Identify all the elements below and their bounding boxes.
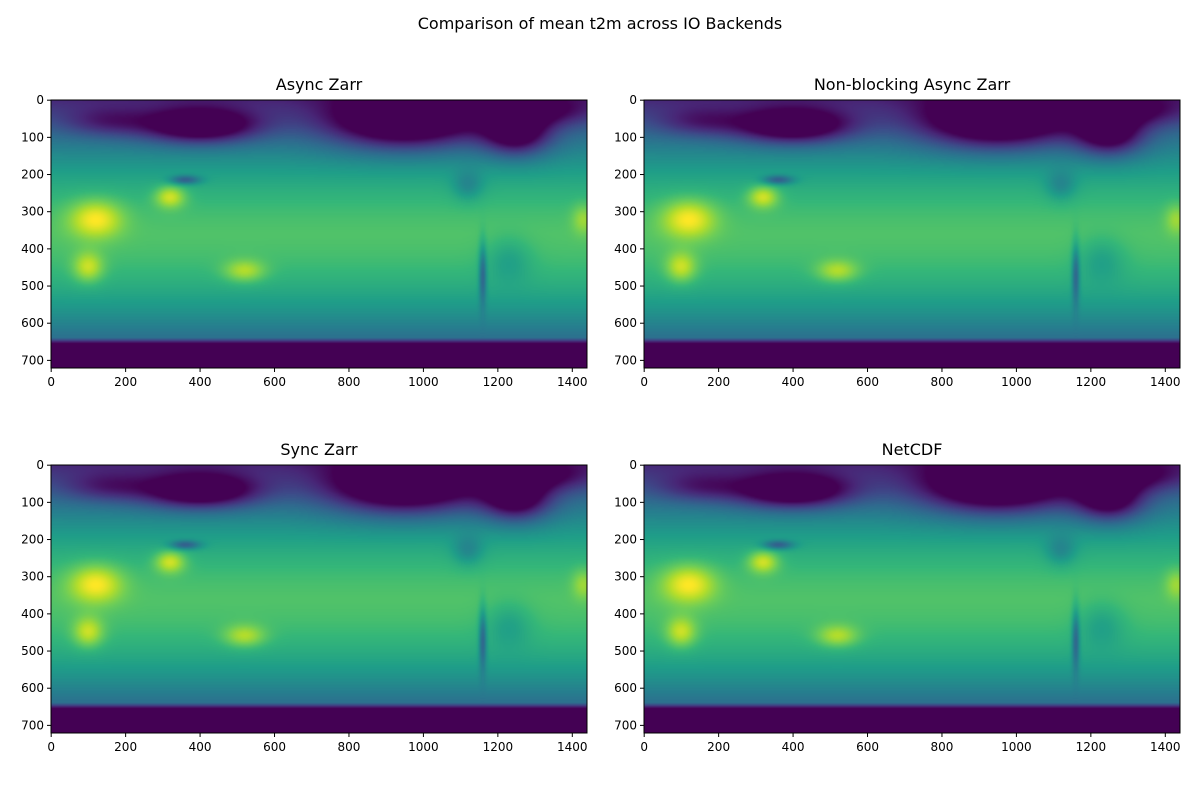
y-tick-label: 0 xyxy=(629,458,637,472)
y-tick-label: 600 xyxy=(21,316,44,330)
y-tick-label: 0 xyxy=(36,458,44,472)
y-tick-label: 200 xyxy=(614,168,637,182)
x-tick-label: 600 xyxy=(856,375,879,389)
x-tick-label: 0 xyxy=(640,375,648,389)
y-tick-label: 400 xyxy=(614,242,637,256)
x-tick-label: 400 xyxy=(782,375,805,389)
x-tick-label: 200 xyxy=(707,740,730,754)
y-tick-label: 300 xyxy=(21,205,44,219)
x-tick-label: 400 xyxy=(189,375,212,389)
x-tick-label: 800 xyxy=(931,740,954,754)
x-tick-label: 1400 xyxy=(1150,740,1181,754)
x-tick-label: 1400 xyxy=(557,375,588,389)
y-tick-label: 500 xyxy=(614,279,637,293)
x-tick-label: 400 xyxy=(782,740,805,754)
x-tick-label: 400 xyxy=(189,740,212,754)
y-tick-label: 300 xyxy=(614,570,637,584)
x-tick-label: 0 xyxy=(47,740,55,754)
y-tick-label: 500 xyxy=(21,644,44,658)
y-tick-label: 100 xyxy=(614,495,637,509)
x-tick-label: 1000 xyxy=(1001,375,1032,389)
y-tick-label: 700 xyxy=(21,353,44,367)
x-tick-label: 800 xyxy=(338,375,361,389)
x-tick-label: 800 xyxy=(338,740,361,754)
axes-frame xyxy=(50,99,588,369)
y-tick-label: 400 xyxy=(21,607,44,621)
x-tick-label: 1200 xyxy=(483,740,514,754)
y-tick-label: 600 xyxy=(21,681,44,695)
y-tick-label: 200 xyxy=(21,168,44,182)
y-tick-label: 400 xyxy=(614,607,637,621)
axes: 0 200 400 600 800 1000 1200 1400 0 100 200 300 400 50… xyxy=(21,458,588,754)
x-tick-label: 200 xyxy=(114,740,137,754)
x-tick-label: 0 xyxy=(640,740,648,754)
y-tick-label: 600 xyxy=(614,681,637,695)
axes-frame xyxy=(643,464,1181,734)
y-tick-label: 700 xyxy=(614,718,637,732)
axes-frame xyxy=(50,464,588,734)
y-tick-label: 700 xyxy=(614,353,637,367)
axes-frame xyxy=(643,99,1181,369)
y-tick-label: 500 xyxy=(21,279,44,293)
y-tick-label: 300 xyxy=(614,205,637,219)
panel-title: NetCDF xyxy=(881,440,943,459)
x-tick-label: 200 xyxy=(707,375,730,389)
x-tick-label: 1200 xyxy=(1076,375,1107,389)
x-tick-label: 1000 xyxy=(408,375,439,389)
heatmap-image xyxy=(51,465,587,733)
x-tick-label: 1200 xyxy=(483,375,514,389)
y-tick-label: 100 xyxy=(21,130,44,144)
y-tick-label: 600 xyxy=(614,316,637,330)
x-tick-label: 1200 xyxy=(1076,740,1107,754)
y-tick-label: 0 xyxy=(36,93,44,107)
axes: 0 200 400 600 800 1000 1200 1400 0 100 200 300 400 50… xyxy=(614,458,1181,754)
axes: 0 200 400 600 800 1000 1200 1400 0 100 200 300 400 50… xyxy=(21,93,588,389)
x-tick-label: 200 xyxy=(114,375,137,389)
heatmap-image xyxy=(644,465,1180,733)
x-tick-label: 1400 xyxy=(1150,375,1181,389)
x-tick-label: 1000 xyxy=(408,740,439,754)
panel-title: Async Zarr xyxy=(275,75,363,94)
x-tick-label: 600 xyxy=(856,740,879,754)
panel-title: Non-blocking Async Zarr xyxy=(813,75,1011,94)
y-tick-label: 200 xyxy=(21,533,44,547)
panel-title: Sync Zarr xyxy=(280,440,358,459)
y-tick-label: 300 xyxy=(21,570,44,584)
figure-title: Comparison of mean t2m across IO Backend… xyxy=(417,14,783,33)
y-tick-label: 0 xyxy=(629,93,637,107)
x-tick-label: 800 xyxy=(931,375,954,389)
x-tick-label: 1400 xyxy=(557,740,588,754)
y-tick-label: 400 xyxy=(21,242,44,256)
heatmap-image xyxy=(51,100,587,368)
y-tick-label: 200 xyxy=(614,533,637,547)
y-tick-label: 700 xyxy=(21,718,44,732)
y-tick-label: 500 xyxy=(614,644,637,658)
x-tick-label: 600 xyxy=(263,740,286,754)
x-tick-label: 0 xyxy=(47,375,55,389)
axes: 0 200 400 600 800 1000 1200 1400 0 100 200 300 400 50… xyxy=(614,93,1181,389)
y-tick-label: 100 xyxy=(614,130,637,144)
x-tick-label: 600 xyxy=(263,375,286,389)
y-tick-label: 100 xyxy=(21,495,44,509)
heatmap-image xyxy=(644,100,1180,368)
x-tick-label: 1000 xyxy=(1001,740,1032,754)
